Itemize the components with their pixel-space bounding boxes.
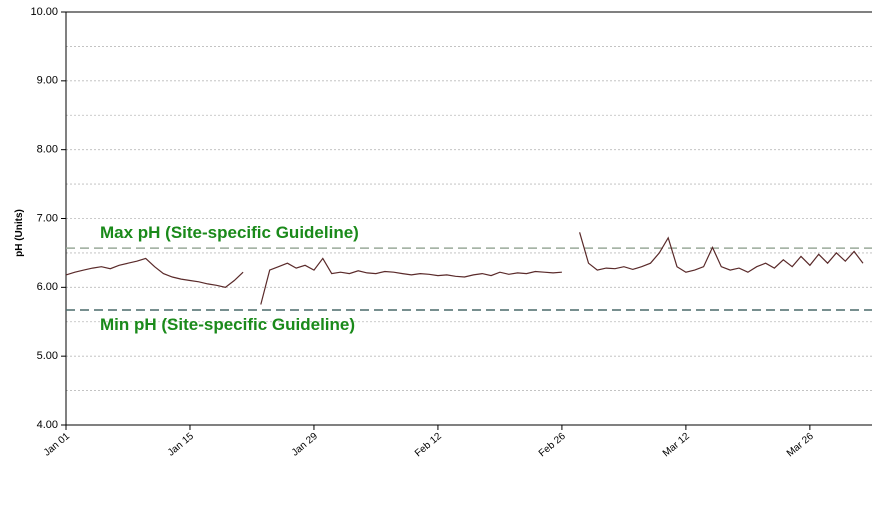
guideline-label: Max pH (Site-specific Guideline) (100, 223, 359, 242)
y-tick-label: 4.00 (37, 419, 58, 431)
y-tick-label: 7.00 (37, 212, 58, 224)
y-tick-label: 10.00 (30, 6, 58, 18)
y-axis-label: pH (Units) (14, 209, 25, 257)
data-line (65, 232, 864, 305)
y-tick-label: 9.00 (37, 75, 58, 87)
guideline-label: Min pH (Site-specific Guideline) (100, 315, 355, 334)
y-tick-label: 8.00 (37, 144, 58, 156)
y-tick-label: 6.00 (37, 281, 58, 293)
y-tick-label: 5.00 (37, 350, 58, 362)
